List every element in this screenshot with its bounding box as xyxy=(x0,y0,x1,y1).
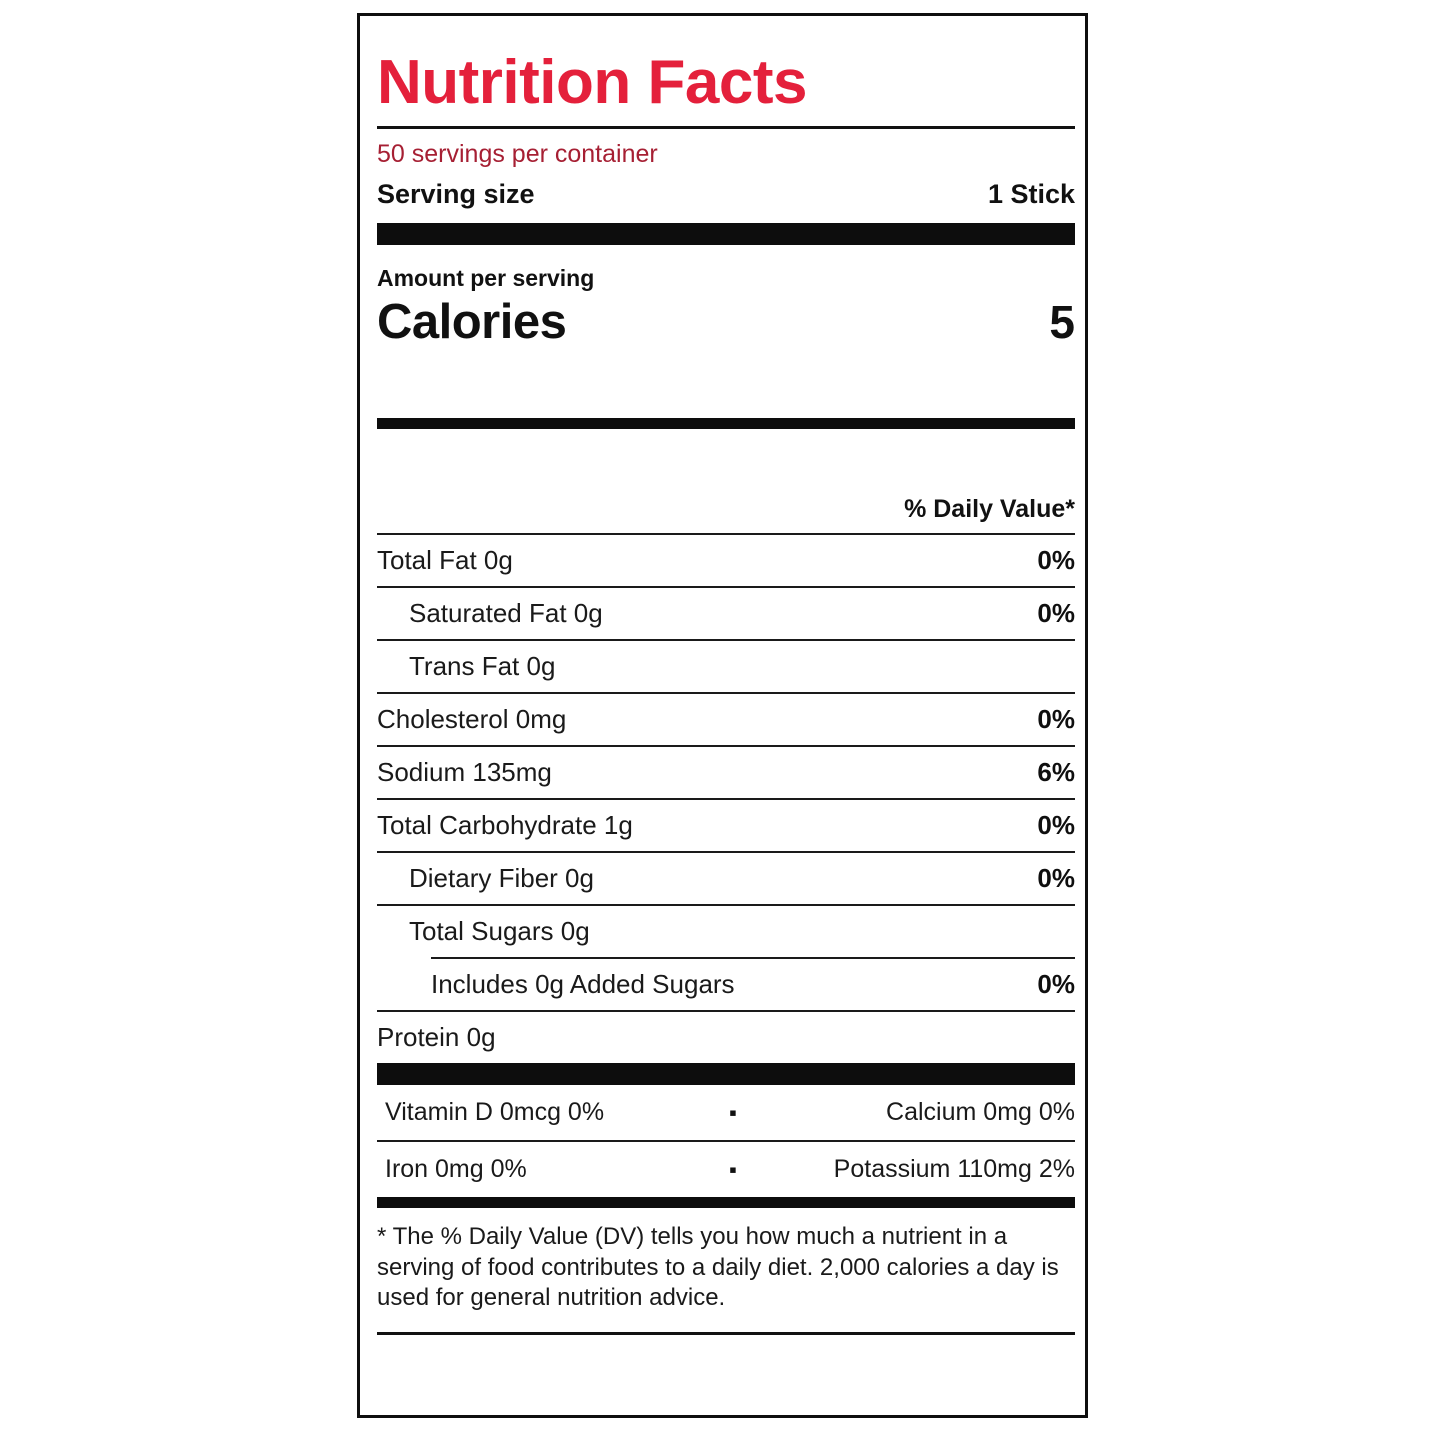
nutrient-row: Trans Fat 0g xyxy=(377,641,1075,692)
vitamin-right-value: Calcium 0mg 0% xyxy=(886,1098,1075,1126)
divider-thick-before-vitamins xyxy=(377,1063,1075,1085)
nutrient-daily-value: 0% xyxy=(1037,598,1075,628)
nutrition-facts-inner: Nutrition Facts 50 servings per containe… xyxy=(377,16,1075,1415)
daily-value-footnote: * The % Daily Value (DV) tells you how m… xyxy=(377,1223,1059,1312)
calories-row: Calories 5 xyxy=(377,292,1075,418)
nutrition-facts-label: Nutrition Facts 50 servings per containe… xyxy=(357,13,1088,1418)
servings-per-container: 50 servings per container xyxy=(377,140,658,168)
nutrient-name: Trans Fat 0g xyxy=(409,651,556,681)
nutrient-daily-value: 0% xyxy=(1037,545,1075,575)
vitamin-left-value: Iron 0mg 0% xyxy=(385,1155,527,1183)
nutrient-row-divider xyxy=(377,586,1075,588)
nutrient-row-divider xyxy=(377,692,1075,694)
daily-value-header: % Daily Value* xyxy=(904,495,1075,523)
nutrient-row: Total Sugars 0g xyxy=(377,906,1075,957)
nutrient-row-divider xyxy=(431,957,1075,959)
nutrient-row: Total Fat 0g 0% xyxy=(377,535,1075,586)
nutrient-row: Total Carbohydrate 1g 0% xyxy=(377,800,1075,851)
serving-size-value: 1 Stick xyxy=(987,179,1075,209)
serving-size-row: Serving size 1 Stick xyxy=(377,171,1075,223)
nutrient-name: Total Fat 0g xyxy=(377,545,513,575)
divider-under-title xyxy=(377,126,1075,129)
divider-thick-after-serving-size xyxy=(377,223,1075,245)
divider-under-daily-value-header xyxy=(377,533,1075,535)
bullet-separator-icon: ▪ xyxy=(729,1100,737,1125)
divider-bottom xyxy=(377,1332,1075,1336)
divider-medium-before-footnote xyxy=(377,1197,1075,1208)
nutrient-name: Protein 0g xyxy=(377,1022,496,1052)
nutrient-row: Protein 0g xyxy=(377,1012,1075,1063)
calories-label: Calories xyxy=(377,295,567,349)
nutrient-name: Includes 0g Added Sugars xyxy=(431,969,735,999)
nutrient-row: Sodium 135mg 6% xyxy=(377,747,1075,798)
vitamin-row: Vitamin D 0mcg 0% ▪ Calcium 0mg 0% xyxy=(377,1085,1075,1140)
amount-per-serving-label: Amount per serving xyxy=(377,265,595,291)
divider-medium-after-calories xyxy=(377,418,1075,429)
nutrient-daily-value: 6% xyxy=(1037,757,1075,787)
nutrient-daily-value: 0% xyxy=(1037,863,1075,893)
nutrient-name: Total Sugars 0g xyxy=(409,916,590,946)
nutrient-row-divider xyxy=(377,639,1075,641)
vitamin-row-divider xyxy=(377,1140,1075,1142)
nutrient-name: Sodium 135mg xyxy=(377,757,552,787)
nutrient-row-divider xyxy=(377,851,1075,853)
nutrient-row: Dietary Fiber 0g 0% xyxy=(377,853,1075,904)
nutrient-name: Cholesterol 0mg xyxy=(377,704,567,734)
nutrient-row: Saturated Fat 0g 0% xyxy=(377,588,1075,639)
nutrient-name: Saturated Fat 0g xyxy=(409,598,603,628)
nutrient-list: Total Fat 0g 0% Saturated Fat 0g 0% Trans Fa… xyxy=(377,535,1075,1063)
nutrient-row-divider xyxy=(377,798,1075,800)
nutrient-daily-value: 0% xyxy=(1037,810,1075,840)
calories-value: 5 xyxy=(1049,296,1075,348)
nutrient-row-divider xyxy=(377,1010,1075,1012)
vitamin-right-value: Potassium 110mg 2% xyxy=(833,1155,1075,1183)
nutrient-daily-value: 0% xyxy=(1037,704,1075,734)
nutrient-name: Total Carbohydrate 1g xyxy=(377,810,633,840)
vitamin-row: Iron 0mg 0% ▪ Potassium 110mg 2% xyxy=(377,1142,1075,1197)
nutrient-daily-value: 0% xyxy=(1037,969,1075,999)
vitamin-list: Vitamin D 0mcg 0% ▪ Calcium 0mg 0% Iron 0mg… xyxy=(377,1085,1075,1197)
page-title: Nutrition Facts xyxy=(377,48,807,117)
bullet-separator-icon: ▪ xyxy=(729,1157,737,1182)
vitamin-left-value: Vitamin D 0mcg 0% xyxy=(385,1098,605,1126)
nutrient-name: Dietary Fiber 0g xyxy=(409,863,594,893)
nutrient-row: Cholesterol 0mg 0% xyxy=(377,694,1075,745)
nutrient-row-divider xyxy=(377,904,1075,906)
nutrient-row-divider xyxy=(377,745,1075,747)
serving-size-label: Serving size xyxy=(377,179,535,209)
nutrient-row: Includes 0g Added Sugars 0% xyxy=(377,959,1075,1010)
